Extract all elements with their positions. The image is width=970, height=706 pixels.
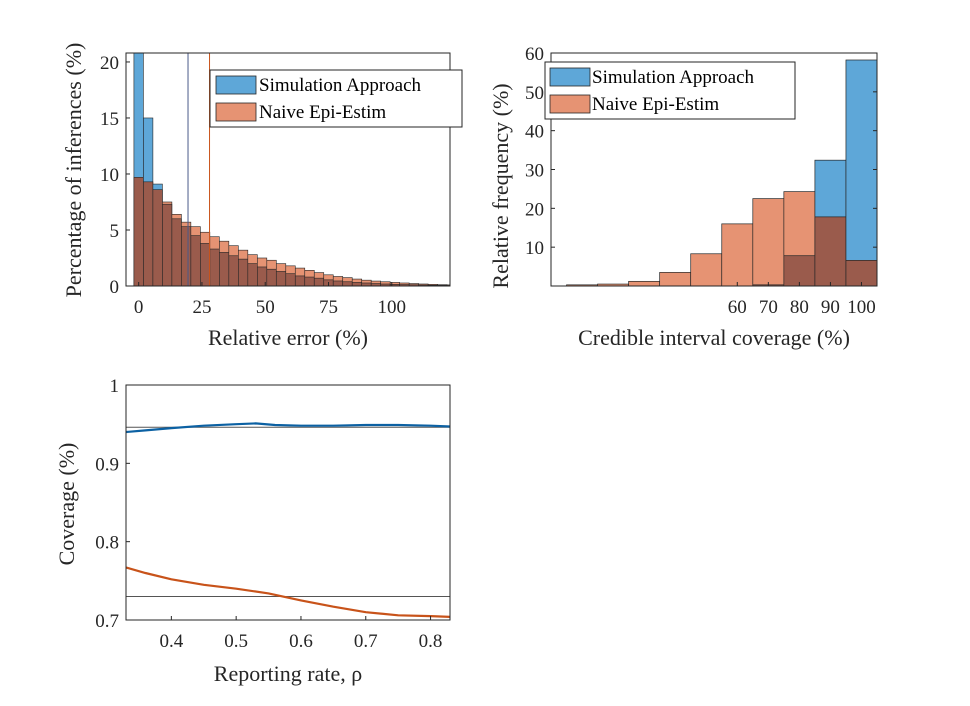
y-tick-label: 1 (110, 376, 120, 397)
bar-overlap (342, 281, 353, 287)
x-tick-label: 0.5 (224, 631, 248, 652)
bar-naive (752, 198, 785, 287)
x-axis-label: Reporting rate, ρ (214, 661, 362, 686)
y-tick-label: 0.9 (95, 454, 119, 475)
legend-swatch-naive (215, 102, 257, 122)
bar-overlap (143, 181, 154, 287)
legend-label-simulation: Simulation Approach (259, 75, 422, 96)
y-tick-label: 20 (100, 53, 119, 74)
bar-naive (628, 280, 661, 287)
y-axis-label: Coverage (%) (54, 443, 79, 566)
y-tick-label: 20 (525, 199, 544, 220)
y-axis-label: Percentage of inferences (%) (61, 43, 86, 298)
y-tick-label: 0.7 (95, 611, 119, 632)
bar-overlap (275, 271, 287, 287)
y-tick-label: 0 (110, 277, 120, 298)
bar-overlap (228, 255, 239, 287)
bar-naive (659, 272, 692, 287)
x-tick-label: 90 (821, 297, 840, 318)
y-tick-label: 10 (525, 238, 544, 259)
bar-overlap (266, 268, 277, 287)
bar-overlap (247, 263, 258, 287)
coverage-line-naive (125, 566, 451, 618)
x-tick-label: 80 (790, 297, 809, 318)
x-tick-label: 100 (378, 297, 407, 318)
legend-swatch-simulation (549, 67, 591, 87)
bar-overlap (304, 276, 315, 287)
bar-overlap (845, 260, 878, 287)
bar-naive (721, 223, 754, 287)
x-tick-label: 25 (192, 297, 211, 318)
bar-naive (690, 253, 723, 287)
x-axis-label: Relative error (%) (208, 325, 368, 350)
y-tick-label: 50 (525, 83, 544, 104)
bar-overlap (294, 275, 306, 287)
bar-overlap (181, 226, 192, 287)
x-tick-label: 50 (256, 297, 275, 318)
x-tick-label: 0 (134, 297, 144, 318)
legend: Simulation Approach Naive Epi-Estim (544, 61, 796, 120)
legend-label-simulation: Simulation Approach (592, 67, 755, 88)
legend-swatch-naive (549, 94, 591, 114)
bar-overlap (209, 248, 220, 287)
x-tick-label: 0.6 (289, 631, 313, 652)
x-axis-label: Credible interval coverage (%) (578, 325, 850, 350)
legend: Simulation Approach Naive Epi-Estim (209, 69, 463, 128)
bar-overlap (133, 177, 144, 287)
y-tick-label: 10 (100, 165, 119, 186)
x-tick-label: 100 (847, 297, 876, 318)
x-tick-label: 60 (728, 297, 747, 318)
y-tick-label: 40 (525, 122, 544, 143)
x-tick-label: 0.8 (419, 631, 443, 652)
axes-box (125, 52, 451, 287)
relative-error-histogram: 0 25 50 75 100 0 5 10 15 20 Relative error (%) Pe… (61, 43, 463, 350)
x-tick-label: 75 (319, 297, 338, 318)
bar-overlap (814, 216, 847, 287)
y-tick-label: 5 (110, 221, 120, 242)
coverage-histogram: 60 70 80 90 100 10 20 30 40 50 60 Credible interva… (488, 44, 878, 350)
y-tick-label: 30 (525, 161, 544, 182)
bar-overlap (162, 203, 173, 287)
y-tick-label: 15 (100, 109, 119, 130)
y-tick-label: 60 (525, 44, 544, 65)
bar-overlap (313, 277, 325, 287)
legend-label-naive: Naive Epi-Estim (592, 94, 719, 115)
y-axis-label: Relative frequency (%) (488, 83, 513, 288)
bar-overlap (219, 252, 230, 287)
bar-overlap (351, 282, 363, 287)
x-tick-label: 0.4 (159, 631, 183, 652)
bar-overlap (152, 189, 163, 287)
bar-overlap (783, 255, 816, 287)
coverage-vs-reporting-rate: 0.4 0.5 0.6 0.7 0.8 0.7 0.8 0.9 1 Reporting rate… (54, 376, 451, 686)
bar-overlap (238, 258, 249, 287)
axes-box (125, 384, 451, 621)
x-tick-label: 70 (759, 297, 778, 318)
bar-overlap (200, 243, 211, 287)
coverage-line-simulation (125, 422, 451, 434)
bar-overlap (285, 273, 296, 287)
legend-swatch-simulation (215, 75, 257, 95)
bar-simulation (845, 59, 878, 287)
bar-overlap (171, 218, 182, 287)
legend-label-naive: Naive Epi-Estim (259, 102, 386, 123)
bar-overlap (190, 235, 201, 287)
x-tick-label: 0.7 (354, 631, 378, 652)
y-tick-label: 0.8 (95, 533, 119, 554)
bar-overlap (332, 280, 344, 287)
